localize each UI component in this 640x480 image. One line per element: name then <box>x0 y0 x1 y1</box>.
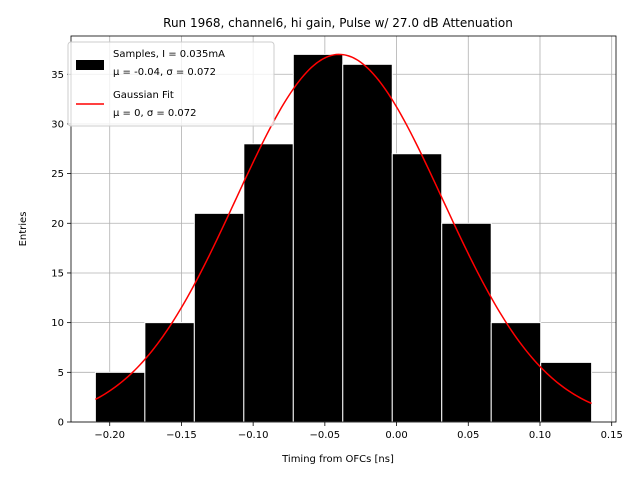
legend-swatch-samples <box>76 60 104 70</box>
y-tick-label-7: 35 <box>51 70 64 81</box>
x-tick-label-0: −0.20 <box>94 430 125 441</box>
chart-title: Run 1968, channel6, hi gain, Pulse w/ 27… <box>163 16 513 30</box>
histogram-bar-0 <box>94 371 146 423</box>
gaussian-fit-line <box>95 53 592 405</box>
x-tick-label-6: 0.10 <box>529 430 551 441</box>
x-tick-label-1: −0.15 <box>166 430 197 441</box>
histogram-bar-2 <box>193 212 245 423</box>
y-tick-label-0: 0 <box>58 418 64 429</box>
legend-label-samples: Samples, I = 0.035mA <box>113 49 225 60</box>
histogram-bar-8 <box>490 322 542 423</box>
y-axis-ticks: 0 5 10 15 20 25 30 35 <box>51 70 71 429</box>
legend-label-fit: Gaussian Fit <box>113 90 174 101</box>
y-tick-label-1: 5 <box>58 368 64 379</box>
histogram-bar-9 <box>540 361 593 423</box>
x-tick-label-7: 0.15 <box>601 430 623 441</box>
y-tick-label-4: 20 <box>51 219 64 230</box>
x-tick-label-4: 0.00 <box>385 430 407 441</box>
plot-frame <box>70 35 617 423</box>
legend-label-samples-stats: μ = -0.04, σ = 0.072 <box>113 67 216 78</box>
x-tick-label-3: −0.05 <box>310 430 341 441</box>
histogram-bars <box>94 53 593 423</box>
legend: Samples, I = 0.035mA μ = -0.04, σ = 0.07… <box>67 41 275 127</box>
x-axis-ticks: −0.20 −0.15 −0.10 −0.05 0.00 0.05 0.10 0.15 <box>94 422 623 441</box>
y-tick-label-6: 30 <box>51 119 64 130</box>
y-axis-label: Entries <box>18 212 29 247</box>
x-tick-label-5: 0.05 <box>457 430 479 441</box>
histogram-bar-1 <box>144 322 195 423</box>
histogram-bar-6 <box>391 153 443 423</box>
x-axis-label: Timing from OFCs [ns] <box>281 454 394 465</box>
y-tick-label-3: 15 <box>51 268 64 279</box>
histogram-bar-3 <box>243 143 294 423</box>
legend-box <box>67 41 275 127</box>
histogram-bar-7 <box>441 222 492 423</box>
histogram-bar-5 <box>342 63 393 423</box>
y-tick-label-5: 25 <box>51 169 64 180</box>
y-tick-label-2: 10 <box>51 318 64 329</box>
legend-label-fit-stats: μ = 0, σ = 0.072 <box>113 108 197 119</box>
histogram-bar-4 <box>292 53 344 423</box>
x-tick-label-2: −0.10 <box>238 430 269 441</box>
